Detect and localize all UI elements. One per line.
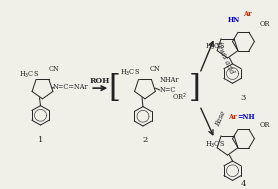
Text: Base: Base bbox=[214, 110, 228, 128]
Text: 4: 4 bbox=[241, 180, 246, 188]
Text: H$_3$CS: H$_3$CS bbox=[120, 67, 140, 78]
Text: CN: CN bbox=[150, 65, 161, 73]
Text: Lewis acid: Lewis acid bbox=[214, 39, 236, 75]
Text: HN: HN bbox=[228, 16, 240, 24]
Text: 1: 1 bbox=[38, 136, 43, 144]
Text: H$_3$CS: H$_3$CS bbox=[205, 42, 225, 52]
Text: N=C=NAr: N=C=NAr bbox=[53, 83, 88, 91]
Text: H$_3$CS: H$_3$CS bbox=[205, 139, 225, 149]
Text: Ar: Ar bbox=[228, 113, 236, 121]
Text: ]: ] bbox=[189, 73, 201, 104]
Text: OR: OR bbox=[259, 20, 270, 28]
Text: Ar: Ar bbox=[244, 10, 252, 18]
Text: [: [ bbox=[108, 73, 120, 104]
Text: =NH: =NH bbox=[237, 113, 255, 121]
Text: NHAr: NHAr bbox=[160, 76, 179, 84]
Text: OR: OR bbox=[259, 121, 270, 129]
Text: N=C: N=C bbox=[160, 86, 176, 94]
Text: ROH: ROH bbox=[90, 77, 110, 85]
Text: H$_3$CS: H$_3$CS bbox=[19, 69, 39, 80]
Text: OR$^2$: OR$^2$ bbox=[172, 92, 187, 104]
Text: 3: 3 bbox=[241, 94, 246, 102]
Text: CN: CN bbox=[48, 65, 59, 73]
Text: 2: 2 bbox=[142, 136, 148, 144]
